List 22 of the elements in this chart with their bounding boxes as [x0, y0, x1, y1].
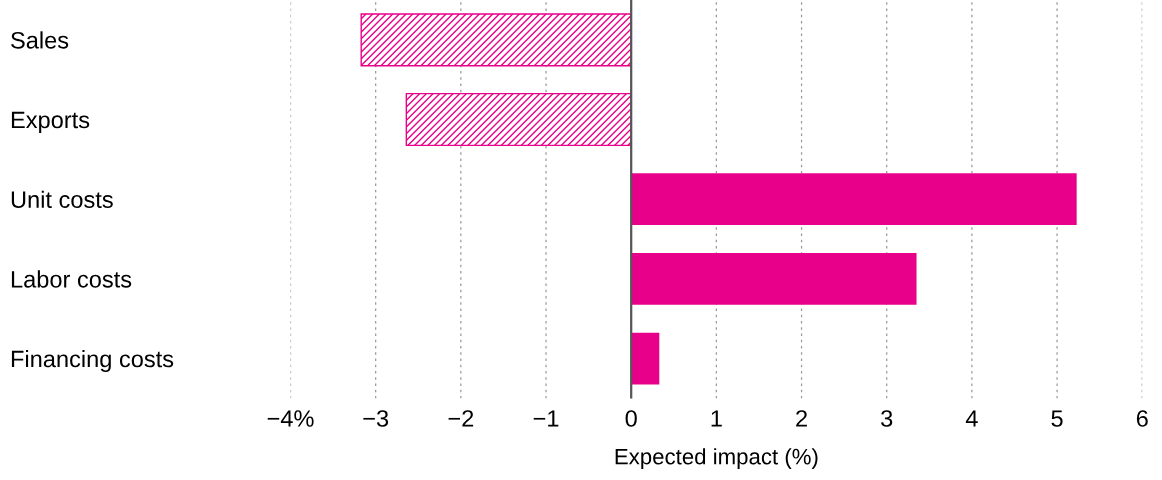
x-tick-label: 0	[625, 410, 637, 427]
x-tick-label: 5	[1051, 410, 1063, 427]
x-axis-title: Expected impact (%)	[615, 448, 818, 469]
bar	[405, 92, 632, 147]
x-tick-label: 2	[796, 410, 807, 427]
x-tick-label: 1	[711, 410, 722, 427]
bar	[360, 13, 632, 67]
x-tick-label: −1	[533, 410, 559, 427]
x-tick-label: −3	[363, 410, 389, 427]
y-tick-label: Labor costs	[11, 270, 132, 288]
x-tick-label: −2	[448, 410, 474, 427]
y-tick-label: Financing costs	[11, 350, 174, 373]
bar	[631, 173, 1077, 226]
x-tick-label: −4%	[267, 410, 314, 427]
bar	[631, 252, 917, 305]
y-tick-label: Unit costs	[11, 190, 113, 208]
x-tick-label: 4	[965, 410, 978, 427]
x-tick-label: 6	[1136, 410, 1148, 427]
x-tick-label: 3	[881, 410, 893, 427]
y-tick-label: Sales	[11, 31, 69, 49]
bar	[631, 332, 660, 385]
y-tick-label: Exports	[11, 111, 90, 133]
